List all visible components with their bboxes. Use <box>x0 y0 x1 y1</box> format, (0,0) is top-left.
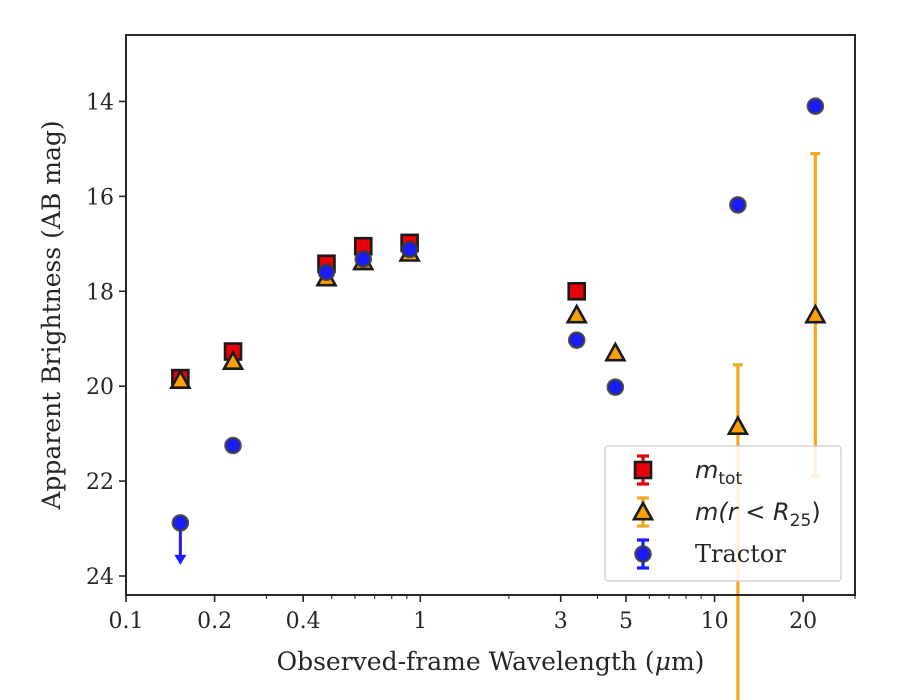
point-triangle-7 <box>726 414 750 436</box>
point-triangle-6 <box>604 341 627 362</box>
x-tick-label-7: 20 <box>789 609 817 634</box>
y-tick-label-1: 16 <box>86 185 114 210</box>
legend-label-0: mtot <box>695 456 742 489</box>
y-tick-label-5: 24 <box>86 565 114 590</box>
x-axis-label-unit: μ <box>655 647 671 676</box>
x-tick-label-0: 0.1 <box>109 609 144 634</box>
x-tick-label-4: 3 <box>554 609 568 634</box>
legend-label-2: Tractor <box>695 540 786 568</box>
legend-label-1: m(r < R25) <box>695 498 821 531</box>
point-circle-6 <box>606 378 625 396</box>
x-axis-label: Observed-frame Wavelength (μm) <box>277 647 705 676</box>
point-triangle-5 <box>565 303 588 324</box>
point-square-5 <box>567 281 587 301</box>
point-triangle-8 <box>804 303 827 324</box>
y-tick-label-4: 22 <box>86 470 114 495</box>
legend-label-paren: (r < R <box>718 498 789 526</box>
x-tick-label-5: 5 <box>619 609 633 634</box>
upper-limit-head <box>174 554 187 565</box>
y-tick-label-3: 20 <box>86 375 114 400</box>
x-axis-label-text: Observed-frame Wavelength ( <box>277 647 655 676</box>
y-axis-label: Apparent Brightness (AB mag) <box>37 120 66 510</box>
point-circle-1 <box>224 436 242 455</box>
x-tick-label-1: 0.2 <box>197 609 232 634</box>
y-tick-label-0: 14 <box>86 90 114 115</box>
plot-frame <box>125 34 856 596</box>
legend-marker-2 <box>634 545 652 563</box>
legend-label-main: m <box>695 498 718 526</box>
point-triangle-1 <box>221 349 245 371</box>
legend-label-close: ) <box>811 498 820 526</box>
legend-label-main: m <box>695 456 718 484</box>
point-triangle-0 <box>169 368 192 389</box>
x-axis-label-unit-rest: m) <box>671 647 704 676</box>
axes-layer: 0.1 0.2 0.4 1 3 5 10 20 14 16 18 20 22 24 <box>86 90 856 634</box>
x-tick-label-6: 10 <box>701 609 729 634</box>
legend-marker-1 <box>631 500 655 521</box>
legend-box <box>604 445 842 582</box>
legend-label-sub: 25 <box>790 511 812 531</box>
point-circle-7 <box>729 196 747 214</box>
x-tick-label-2: 0.4 <box>286 609 321 634</box>
point-circle-8 <box>806 97 825 115</box>
point-circle-3 <box>354 250 373 268</box>
point-circle-5 <box>567 331 586 349</box>
legend-marker-0 <box>633 460 653 480</box>
point-circle-2 <box>317 263 336 282</box>
plot-layer <box>169 97 827 700</box>
legend-label-sub: tot <box>718 469 742 489</box>
x-tick-label-3: 1 <box>413 609 427 634</box>
point-circle-0 <box>171 514 190 532</box>
point-circle-4 <box>400 240 419 259</box>
y-tick-label-2: 18 <box>86 280 114 305</box>
